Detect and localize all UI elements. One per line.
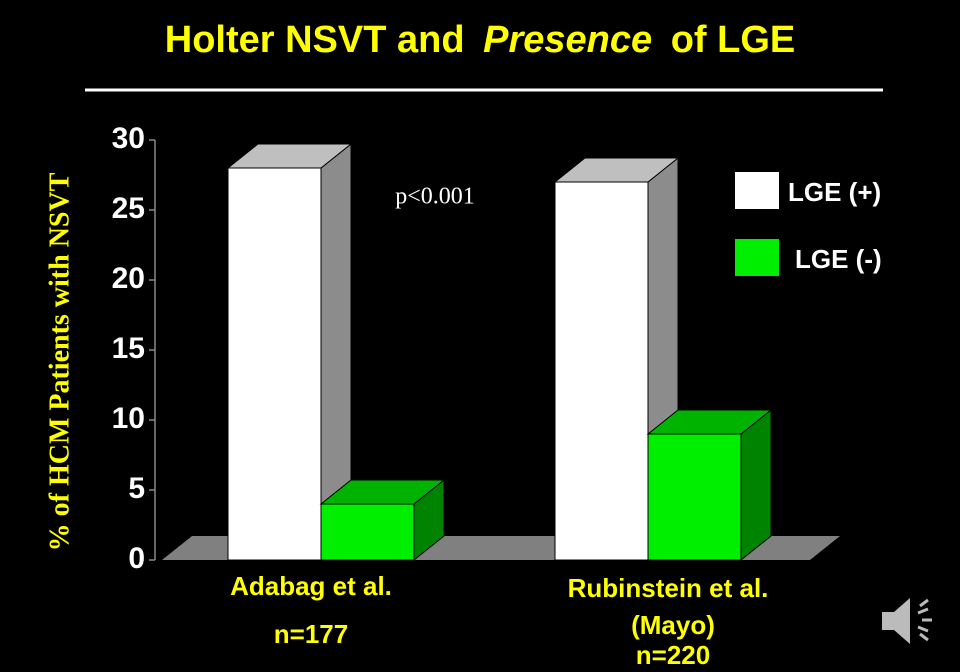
legend-label: LGE (+) (788, 177, 881, 207)
speaker-icon (882, 598, 932, 644)
y-tick-label: 15 (112, 332, 145, 365)
annotation: p<0.001 (395, 184, 475, 210)
x-tick-label: n=220 (636, 640, 710, 670)
title-part: Holter NSVT and (165, 19, 465, 61)
x-tick-label: Adabag et al. (230, 571, 392, 601)
legend-swatch (735, 239, 779, 276)
y-tick-label: 10 (112, 402, 145, 435)
bar (554, 181, 649, 561)
bar (227, 167, 322, 561)
y-tick-label: 5 (128, 472, 145, 505)
y-tick-label: 20 (112, 262, 145, 295)
y-tick-label: 30 (112, 122, 145, 155)
bar (647, 433, 742, 561)
chart-title: Holter NSVT and Presence of LGE (165, 19, 796, 61)
y-tick-label: 0 (128, 542, 145, 575)
title-part: Presence (483, 19, 652, 61)
x-tick-label: n=177 (274, 619, 348, 649)
bar (320, 503, 415, 561)
title-part: of LGE (671, 19, 796, 61)
x-tick-label: (Mayo) (631, 610, 715, 640)
y-axis-label: % of HCM Patients with NSVT (44, 172, 75, 551)
bar-side (740, 408, 772, 562)
legend-swatch (735, 172, 779, 209)
x-tick-label: Rubinstein et al. (568, 573, 769, 603)
legend-label: LGE (-) (795, 244, 882, 274)
y-tick-label: 25 (112, 192, 145, 225)
